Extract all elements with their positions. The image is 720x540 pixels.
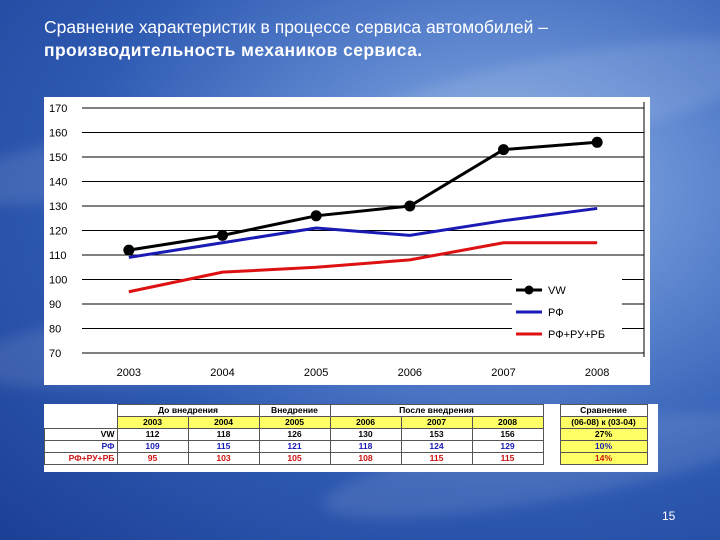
series-line: [128, 140, 598, 252]
group-header-implementation: Внедрение: [258, 404, 331, 417]
row-label: РФ+РУ+РБ: [44, 452, 118, 465]
y-tick-label: 120: [49, 226, 67, 238]
slide-title: Сравнение характеристик в процессе серви…: [44, 16, 684, 62]
legend-label: VW: [548, 285, 566, 297]
x-tick-label: 2005: [304, 367, 328, 379]
data-table: До внедрения Внедрение После внедрения С…: [44, 404, 648, 465]
table-row: РФ+РУ+РБ 95 103 105 108 115 115 14%: [44, 452, 648, 465]
table-cell: 126: [258, 428, 331, 441]
row-label: РФ: [44, 440, 118, 453]
table-group-header-row: До внедрения Внедрение После внедрения С…: [44, 404, 648, 417]
y-tick-label: 130: [49, 201, 67, 213]
x-tick-label: 2003: [117, 367, 141, 379]
legend-label: РФ+РУ+РБ: [548, 329, 605, 341]
table-cell: 156: [471, 428, 544, 441]
group-header-after: После внедрения: [329, 404, 544, 417]
table-cell: 95: [116, 452, 189, 465]
year-cell: 2004: [187, 416, 260, 429]
x-tick-label: 2008: [585, 367, 609, 379]
row-label: VW: [44, 428, 118, 441]
table-cell: 112: [116, 428, 189, 441]
y-tick-label: 100: [49, 275, 67, 287]
table-cell: 130: [329, 428, 402, 441]
year-cell: 2007: [400, 416, 473, 429]
table-cell: 118: [329, 440, 402, 453]
group-header-comparison: Сравнение: [559, 404, 648, 417]
table-cell: 105: [258, 452, 331, 465]
y-tick-label: 110: [49, 250, 67, 262]
table-cell: 109: [116, 440, 189, 453]
x-tick-label: 2004: [210, 367, 234, 379]
data-point: [404, 200, 416, 212]
comparison-cell: 10%: [559, 440, 648, 453]
table-cell: 153: [400, 428, 473, 441]
comparison-cell: 14%: [559, 452, 648, 465]
x-tick-label: 2006: [398, 367, 422, 379]
x-tick-label: 2007: [491, 367, 515, 379]
table-cell: 108: [329, 452, 402, 465]
y-tick-label: 70: [49, 348, 61, 360]
table-row: РФ 109 115 121 118 124 129 10%: [44, 440, 648, 453]
y-tick-label: 170: [49, 103, 67, 115]
line-chart: 70 80 90 100 110 120 130 140 150 160 170 2003 2004 20…: [49, 102, 645, 379]
group-header-before: До внедрения: [116, 404, 260, 417]
table-cell: 124: [400, 440, 473, 453]
table-cell: 115: [471, 452, 544, 465]
series-line: [128, 241, 598, 294]
comparison-cell: 27%: [559, 428, 648, 441]
table-row: VW 112 118 126 130 153 156 27%: [44, 428, 648, 441]
year-cell: 2006: [329, 416, 402, 429]
table-cell: 115: [400, 452, 473, 465]
table-cell: 121: [258, 440, 331, 453]
year-cell: 2005: [258, 416, 331, 429]
legend-marker: [524, 285, 534, 295]
page-number: 15: [662, 509, 676, 523]
table-cell: 115: [187, 440, 260, 453]
year-cell: 2008: [471, 416, 544, 429]
table-cell: 118: [187, 428, 260, 441]
y-tick-label: 90: [49, 299, 61, 311]
y-tick-label: 80: [49, 324, 61, 336]
data-point: [310, 210, 322, 222]
data-point: [498, 144, 509, 156]
y-tick-label: 140: [49, 177, 67, 189]
y-tick-label: 160: [49, 128, 67, 140]
legend-label: РФ: [548, 307, 564, 319]
series-line: [128, 206, 598, 259]
y-tick-label: 150: [49, 152, 67, 164]
data-point: [591, 136, 603, 148]
data-point: [217, 229, 228, 241]
table-cell: 103: [187, 452, 260, 465]
comparison-label: (06-08) к (03-04): [559, 416, 648, 429]
chart-panel: 70 80 90 100 110 120 130 140 150 160 170 2003 2004 20…: [44, 97, 650, 385]
table-cell: 129: [471, 440, 544, 453]
year-cell: 2003: [116, 416, 189, 429]
slide-title-line-1: Сравнение характеристик в процессе серви…: [44, 17, 549, 37]
slide-title-line-2: производительность механиков сервиса.: [44, 40, 423, 60]
data-table-panel: До внедрения Внедрение После внедрения С…: [44, 404, 658, 472]
data-point: [123, 244, 135, 256]
table-year-row: 2003 2004 2005 2006 2007 2008 (06-08) к …: [44, 416, 648, 429]
